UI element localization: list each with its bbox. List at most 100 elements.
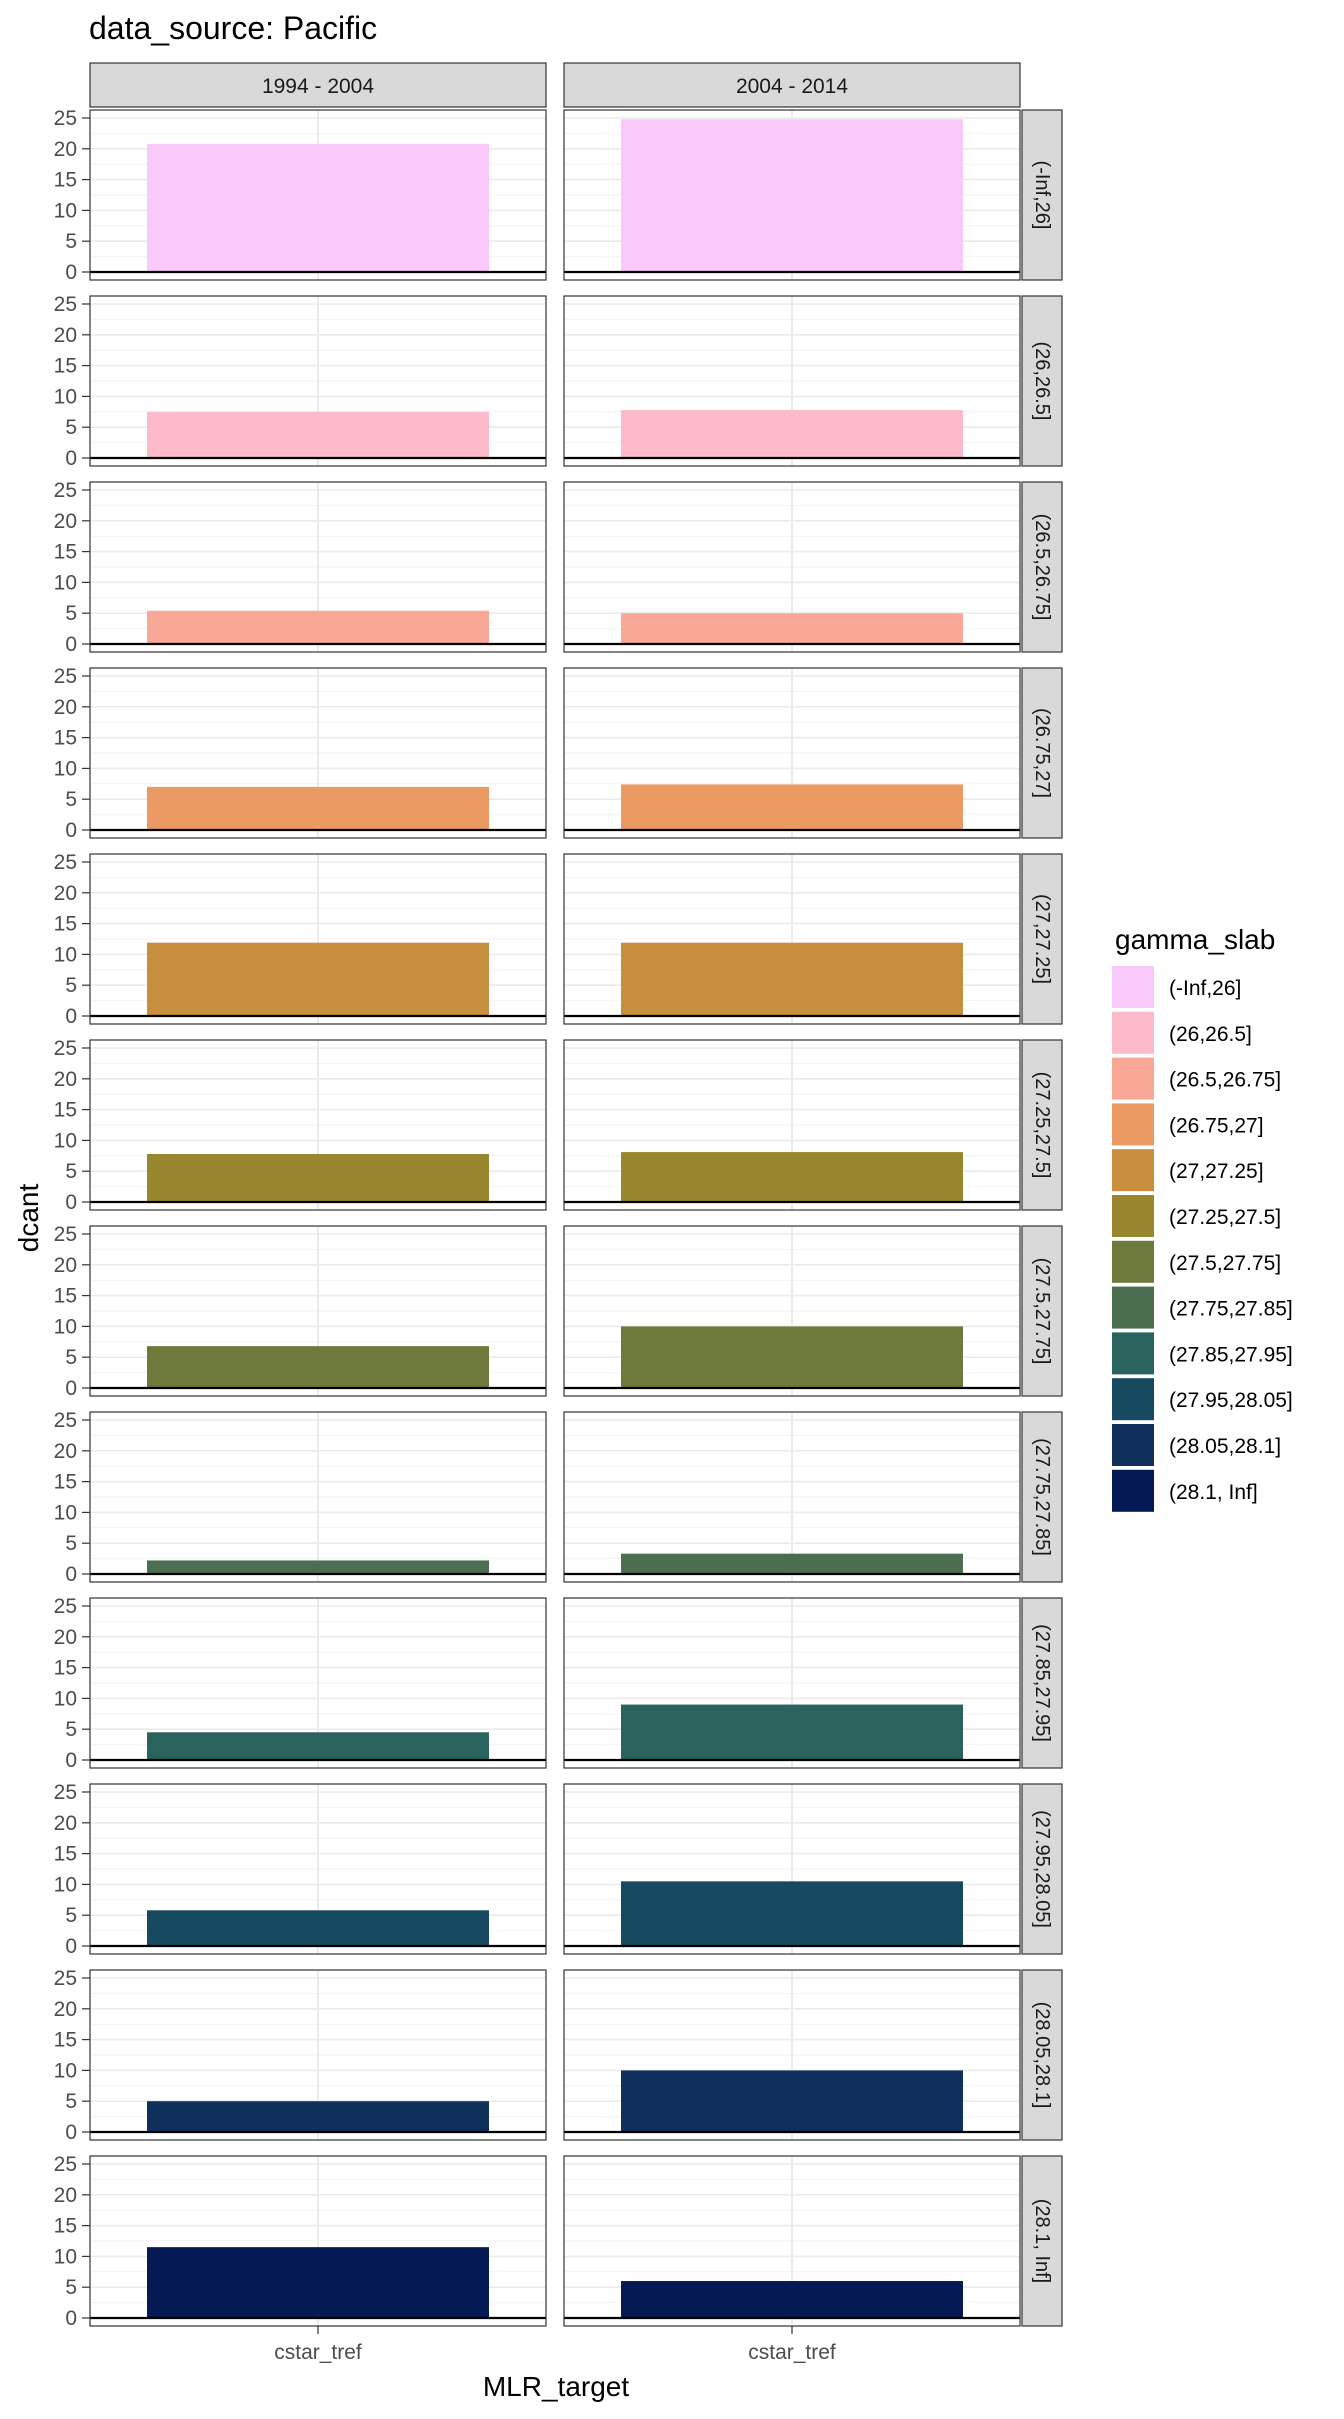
facet-strip-row-1 (1021, 109, 1063, 281)
y-tick-label: 0 (65, 1749, 77, 1772)
bar-7-2 (621, 1326, 963, 1388)
panel-border (89, 481, 547, 653)
bar-2-2 (621, 409, 963, 458)
y-tick-label: 15 (54, 2215, 77, 2238)
facet-strip-row-12 (1021, 2155, 1063, 2327)
panel-border (89, 853, 547, 1025)
bar-4-2 (621, 784, 963, 830)
legend-label-1: (-Inf,26] (1169, 977, 1241, 1000)
y-tick-label: 15 (54, 169, 77, 192)
y-tick-label: 10 (54, 1501, 77, 1524)
bar-9-2 (621, 1704, 963, 1760)
facet-strip-row-label-1: (-Inf,26] (1031, 161, 1053, 230)
y-tick-label: 25 (54, 107, 77, 130)
panel-border (89, 295, 547, 467)
panel-grid: 1994 - 2004 2004 - 2014 0 5 10 15 20 25 (-Inf,26… (54, 62, 1063, 2364)
y-tick-label: 5 (65, 230, 77, 253)
facet-strip-row-4 (1021, 667, 1063, 839)
y-tick-label: 0 (65, 1377, 77, 1400)
facet-strip-row-label-11: (28.05,28.1] (1031, 2002, 1053, 2109)
legend-key-9 (1112, 1332, 1154, 1375)
y-tick-label: 0 (65, 1191, 77, 1214)
bar-11-1 (147, 2101, 489, 2132)
legend-key-6 (1112, 1195, 1154, 1237)
facet-strip-row-label-4: (26.75,27] (1031, 708, 1053, 798)
legend-label-5: (27,27.25] (1169, 1160, 1264, 1183)
y-axis-label: dcant (13, 1184, 44, 1253)
y-tick-label: 20 (54, 138, 77, 161)
facet-strip-row-label-7: (27.5,27.75] (1031, 1258, 1053, 1365)
facet-strip-row-11 (1021, 1969, 1063, 2141)
bar-2-1 (147, 411, 489, 458)
bar-8-1 (147, 1560, 489, 1574)
y-tick-label: 0 (65, 2307, 77, 2330)
y-tick-label: 10 (54, 199, 77, 222)
facet-strip-row-9 (1021, 1597, 1063, 1769)
bar-11-2 (621, 2070, 963, 2132)
legend-key-7 (1112, 1240, 1154, 1283)
facet-strip-row-2 (1021, 295, 1063, 467)
y-tick-label: 10 (54, 1129, 77, 1152)
y-tick-label: 5 (65, 602, 77, 625)
facet-strip-row-7 (1021, 1225, 1063, 1397)
bar-10-2 (621, 1881, 963, 1946)
panel-border (563, 1969, 1021, 2141)
legend-key-8 (1112, 1286, 1154, 1329)
y-tick-label: 0 (65, 2121, 77, 2144)
y-tick-label: 25 (54, 1781, 77, 1804)
panel-border (89, 1039, 547, 1211)
panel-border (563, 1597, 1021, 1769)
bar-4-1 (147, 786, 489, 830)
legend-items: (-Inf,26] (26,26.5] (26.5,26.75] (26.75,27]… (1112, 966, 1293, 1512)
y-tick-label: 25 (54, 293, 77, 316)
y-tick-label: 15 (54, 1285, 77, 1308)
y-tick-label: 25 (54, 1409, 77, 1432)
y-tick-label: 20 (54, 882, 77, 905)
legend-label-8: (27.75,27.85] (1169, 1298, 1293, 1321)
legend-key-2 (1112, 1011, 1154, 1054)
y-tick-label: 20 (54, 1626, 77, 1649)
y-tick-label: 25 (54, 1037, 77, 1060)
bar-10-1 (147, 1910, 489, 1946)
y-tick-label: 20 (54, 1812, 77, 1835)
bar-5-1 (147, 942, 489, 1016)
y-tick-label: 25 (54, 1595, 77, 1618)
panel-border (89, 109, 547, 281)
x-tick-label-2: cstar_tref (748, 2341, 836, 2364)
facet-strip-row-label-2: (26,26.5] (1031, 342, 1053, 421)
y-tick-label: 5 (65, 416, 77, 439)
y-tick-label: 25 (54, 479, 77, 502)
bar-3-1 (147, 610, 489, 644)
panel-border (89, 1783, 547, 1955)
legend-title: gamma_slab (1115, 924, 1275, 955)
y-tick-label: 5 (65, 788, 77, 811)
facet-strip-row-label-8: (27.75,27.85] (1031, 1438, 1053, 1556)
y-tick-label: 10 (54, 2245, 77, 2268)
panel-border (563, 109, 1021, 281)
y-tick-label: 5 (65, 974, 77, 997)
legend-label-10: (27.95,28.05] (1169, 1389, 1293, 1412)
legend-key-4 (1112, 1103, 1154, 1146)
y-tick-label: 25 (54, 851, 77, 874)
bar-1-2 (621, 119, 963, 273)
panel-border (89, 1969, 547, 2141)
facet-strip-row-label-9: (27.85,27.95] (1031, 1624, 1053, 1742)
y-tick-label: 15 (54, 727, 77, 750)
y-tick-label: 25 (54, 2153, 77, 2176)
facet-strip-row-5 (1021, 853, 1063, 1025)
legend-key-10 (1112, 1378, 1154, 1421)
x-tick-label-1: cstar_tref (274, 2341, 362, 2364)
bar-8-2 (621, 1553, 963, 1574)
y-tick-label: 25 (54, 1967, 77, 1990)
chart-title: data_source: Pacific (89, 10, 377, 46)
bar-6-2 (621, 1152, 963, 1202)
facet-strip-row-label-3: (26.5,26.75] (1031, 514, 1053, 621)
y-tick-label: 20 (54, 324, 77, 347)
bar-12-1 (147, 2247, 489, 2318)
facet-strip-row-label-6: (27.25,27.5] (1031, 1072, 1053, 1179)
legend-key-3 (1112, 1057, 1154, 1100)
bar-9-1 (147, 1732, 489, 1760)
y-tick-label: 5 (65, 2090, 77, 2113)
legend-key-1 (1112, 966, 1154, 1008)
